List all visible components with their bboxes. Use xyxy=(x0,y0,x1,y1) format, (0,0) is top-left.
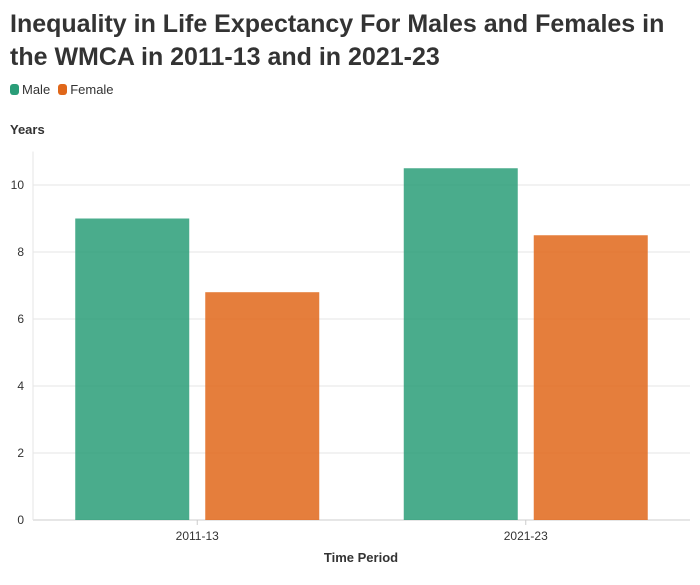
y-tick-label-10: 10 xyxy=(11,178,25,192)
chart-title: Inequality in Life Expectancy For Males … xyxy=(10,10,665,71)
y-tick-label-8: 8 xyxy=(17,245,24,259)
y-tick-label-4: 4 xyxy=(17,379,24,393)
x-tick-label-2021-23: 2021-23 xyxy=(504,529,548,543)
y-tick-label-6: 6 xyxy=(17,312,24,326)
legend-label-female: Female xyxy=(70,82,114,97)
legend-label-male: Male xyxy=(22,82,51,97)
legend: Male Female xyxy=(10,82,122,97)
legend-item-male[interactable]: Male xyxy=(10,82,50,97)
x-tick-label-2011-13: 2011-13 xyxy=(176,529,219,543)
bar-female-2011-13 xyxy=(205,292,320,520)
bar-male-2021-23 xyxy=(403,168,518,520)
legend-swatch-female xyxy=(58,84,68,95)
x-axis-label: Time Period xyxy=(323,550,399,565)
y-tick-label-0: 0 xyxy=(17,513,24,527)
bar-male-2011-13 xyxy=(75,218,190,520)
y-tick-label-2: 2 xyxy=(17,446,24,460)
y-axis-label: Years xyxy=(10,122,45,137)
legend-swatch-male xyxy=(10,84,19,95)
legend-item-female[interactable]: Female xyxy=(58,82,114,97)
bar-female-2021-23 xyxy=(533,235,648,520)
